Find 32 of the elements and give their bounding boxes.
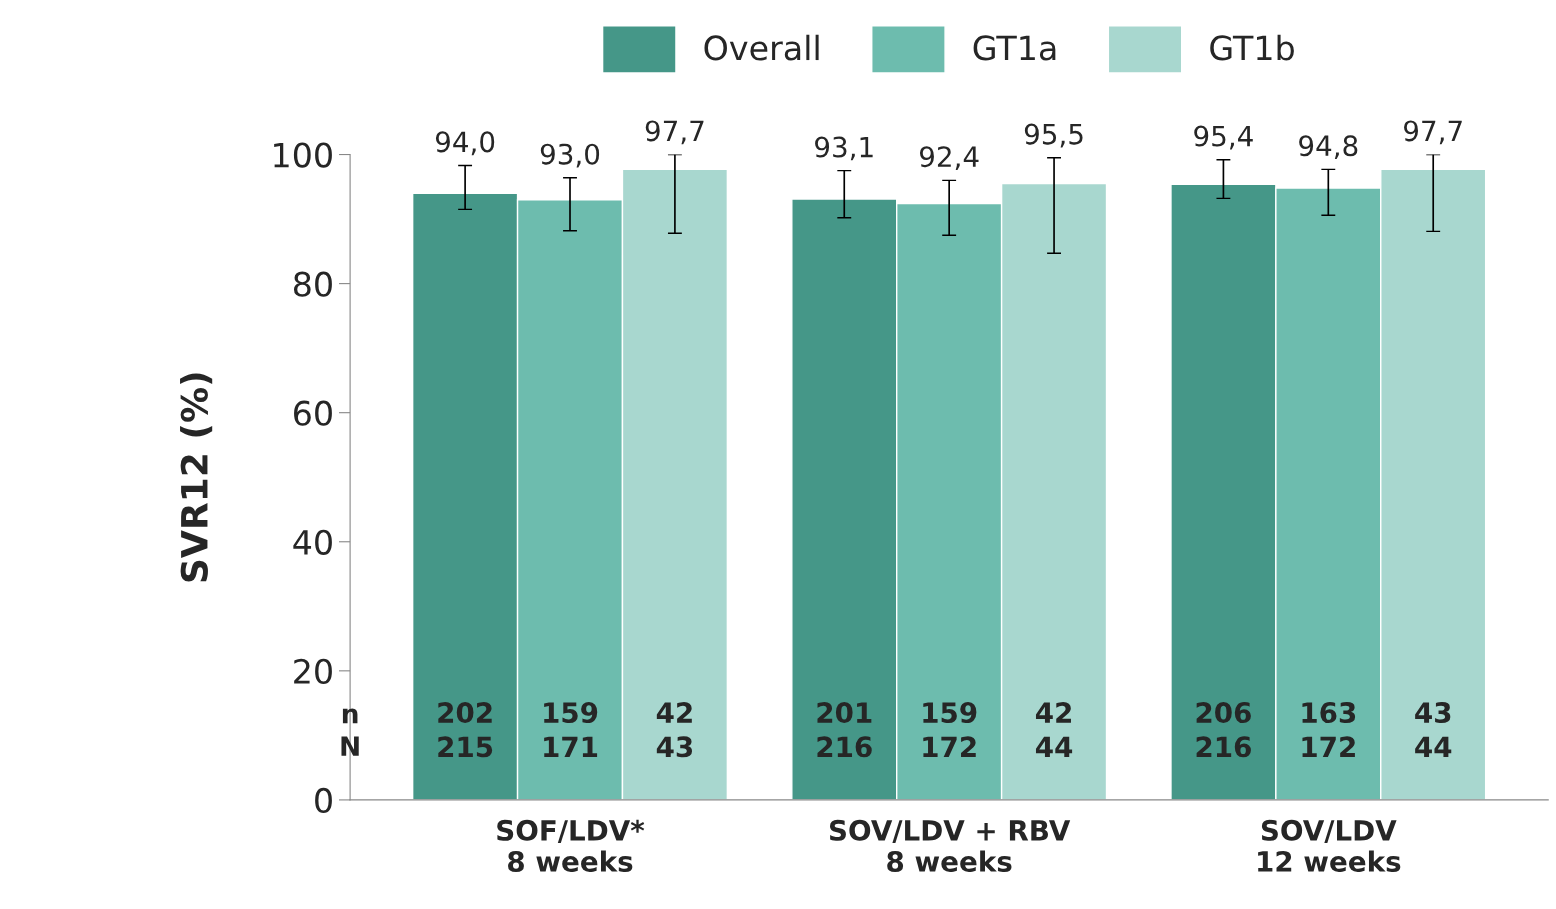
legend-label: GT1b <box>1210 34 1294 61</box>
data-label: 97,7 <box>645 120 704 145</box>
data-label: 95,5 <box>1024 123 1083 148</box>
legend-label: GT1a <box>973 35 1056 61</box>
annotation: 42 43 <box>656 702 693 758</box>
annotation: 159 171 <box>544 702 598 757</box>
y-tick-label: 40 <box>293 529 332 555</box>
y-axis-title: SVR12 (%) <box>180 373 213 582</box>
x-tick-label: SOV/LDV 12 weeks <box>1258 819 1401 872</box>
x-tick-label: SOV/LDV + RBV 8 weeks <box>829 819 1071 872</box>
x-tick-label: SOF/LDV* 8 weeks <box>497 819 645 872</box>
data-label: 94,8 <box>1299 135 1358 160</box>
data-label: 92,4 <box>919 146 979 171</box>
annotation: 201 216 <box>817 702 872 758</box>
annotation: 43 44 <box>1415 702 1452 757</box>
data-label: 97,7 <box>1404 120 1462 145</box>
annotation: 159 172 <box>923 702 977 757</box>
data-label: 93,1 <box>815 136 873 161</box>
y-tick-label: 100 <box>274 142 332 168</box>
annotation: 42 44 <box>1035 702 1073 757</box>
annotation: 206 216 <box>1196 702 1251 758</box>
annotation: 202 215 <box>438 702 493 758</box>
legend-label: Overall <box>704 34 819 61</box>
y-tick-label: 60 <box>294 400 332 426</box>
data-label: 95,4 <box>1194 125 1253 150</box>
y-tick-label: 20 <box>294 658 332 684</box>
data-label: 94,0 <box>435 131 495 156</box>
data-label: 93,0 <box>540 143 600 168</box>
y-tick-label: 0 <box>315 787 332 814</box>
annotation: n N <box>341 708 359 756</box>
y-tick-label: 80 <box>293 271 332 297</box>
annotation: 163 172 <box>1302 702 1356 757</box>
